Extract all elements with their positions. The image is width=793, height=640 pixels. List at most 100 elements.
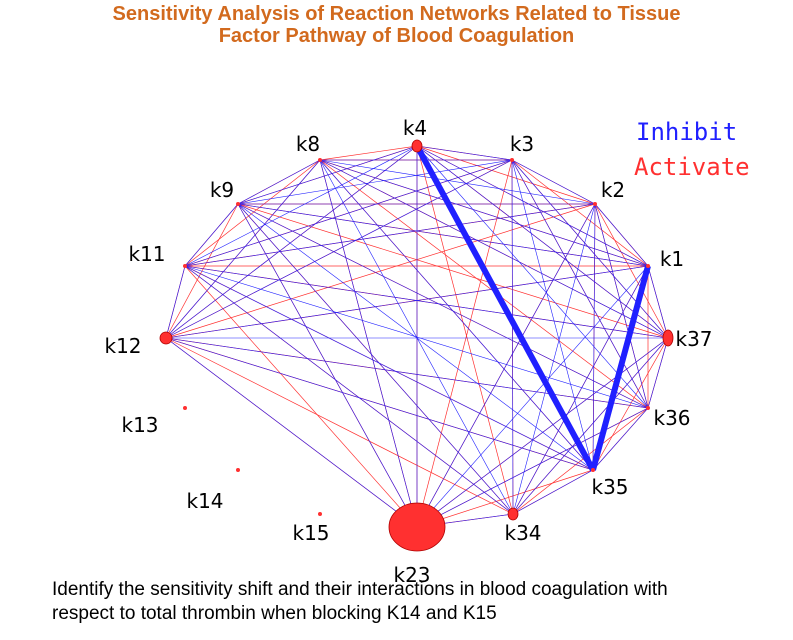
legend-activate: Activate — [634, 153, 750, 181]
inhibit-edge-k36-k9 — [237, 203, 649, 409]
node-k3 — [510, 158, 514, 162]
node-k23 — [388, 502, 446, 552]
activate-edge-k35-k23 — [416, 469, 594, 528]
inhibit-edge-k35-k9 — [237, 203, 594, 471]
inhibit-edge-k12-k11 — [165, 265, 186, 339]
node-label-k23: k23 — [393, 563, 430, 587]
node-k13 — [183, 406, 187, 410]
node-label-k2: k2 — [601, 178, 625, 202]
inhibit-edge-k4-k12 — [165, 145, 418, 339]
activate-edge-k11-k8 — [184, 159, 321, 267]
inhibit-edge-k4-k9 — [237, 145, 418, 205]
inhibit-edge-k34-k11 — [184, 265, 514, 515]
inhibit-edge-k3-k9 — [237, 159, 513, 205]
strong-inhibit-edge-k4-k35 — [414, 144, 596, 472]
activate-edge-k37-k9 — [237, 203, 669, 339]
inhibit-edge-k34-k8 — [319, 159, 514, 515]
node-k34 — [507, 507, 519, 521]
network-nodes — [159, 139, 674, 552]
node-label-k9: k9 — [210, 178, 234, 202]
inhibit-edge-k2-k23 — [416, 203, 596, 528]
node-k9 — [236, 202, 240, 206]
inhibit-edge-k3-k35 — [511, 159, 594, 471]
inhibit-edge-k2-k1 — [594, 203, 649, 267]
activate-edge-k34-k12 — [165, 337, 514, 515]
activate-edge-k4-k34 — [416, 145, 514, 515]
node-label-k34: k34 — [504, 521, 541, 545]
activate-edge-k3-k1 — [511, 159, 649, 267]
chart-title: Sensitivity Analysis of Reaction Network… — [0, 3, 793, 47]
caption-line-2: respect to total thrombin when blocking … — [52, 603, 497, 624]
strong-inhibit-edges — [414, 144, 651, 472]
node-label-k3: k3 — [510, 132, 534, 156]
activate-edge-k2-k37 — [594, 203, 669, 339]
inhibit-edge-k36-k12 — [165, 337, 649, 409]
inhibit-edge-k36-k23 — [416, 407, 649, 528]
node-label-k11: k11 — [128, 242, 165, 266]
inhibit-edge-k3-k37 — [511, 159, 669, 339]
chart-title-line-2: Factor Pathway of Blood Coagulation — [218, 25, 575, 47]
inhibit-edge-k1-k23 — [416, 265, 649, 528]
node-label-k37: k37 — [675, 327, 712, 351]
inhibit-edge-k4-k3 — [416, 145, 513, 161]
chart-title-line-1: Sensitivity Analysis of Reaction Network… — [112, 3, 681, 25]
inhibit-edge-k4-k37 — [416, 145, 669, 339]
inhibit-edge-k1-k8 — [319, 159, 649, 267]
inhibit-edge-k1-k9 — [237, 203, 649, 267]
inhibit-edge-k34-k9 — [237, 203, 514, 515]
node-label-k36: k36 — [653, 406, 690, 430]
activate-edge-k4-k8 — [319, 145, 418, 161]
inhibit-edge-k1-k12 — [165, 265, 649, 339]
node-label-k8: k8 — [296, 132, 320, 156]
inhibit-edge-k3-k36 — [511, 159, 649, 409]
inhibit-edge-k37-k34 — [512, 337, 669, 515]
inhibit-edge-k23-k8 — [319, 159, 418, 528]
node-k2 — [593, 202, 597, 206]
inhibit-edge-k2-k11 — [184, 203, 596, 267]
node-labels: k4 k3 k2 k1 k37 k36 k35 k34 k23 k15 k14 k13 k12 k11 k9… — [104, 116, 712, 587]
node-k15 — [318, 512, 322, 516]
inhibit-edge-k12-k8 — [165, 159, 321, 339]
node-label-k15: k15 — [292, 521, 329, 545]
node-k8 — [318, 158, 322, 162]
inhibit-edge-k4-k11 — [184, 145, 418, 267]
strong-inhibit-edge-k1-k35 — [590, 265, 651, 471]
activate-edge-k37-k35 — [592, 337, 669, 471]
node-k35 — [591, 468, 595, 472]
inhibit-edge-k2-k35 — [592, 203, 596, 471]
node-label-k12: k12 — [104, 334, 141, 358]
activate-edge-k3-k23 — [416, 159, 513, 528]
caption-line-1: Identify the sensitivity shift and their… — [52, 579, 668, 600]
inhibit-edge-k9-k8 — [237, 159, 321, 205]
inhibit-edge-k2-k8 — [319, 159, 596, 205]
inhibit-edge-k37-k36 — [647, 337, 669, 409]
inhibit-edge-k1-k34 — [512, 265, 649, 515]
inhibit-edge-k35-k8 — [319, 159, 594, 471]
node-k4 — [411, 139, 423, 153]
activate-edge-k4-k2 — [416, 145, 596, 205]
node-k12 — [159, 331, 173, 345]
node-label-k14: k14 — [186, 489, 223, 513]
caption: Identify the sensitivity shift and their… — [52, 578, 787, 626]
inhibit-edge-k1-k37 — [647, 265, 669, 339]
activate-edge-k23-k11 — [184, 265, 418, 528]
inhibit-edge-k37-k11 — [184, 265, 669, 339]
inhibit-edge-k3-k11 — [184, 159, 513, 267]
node-k37 — [662, 329, 674, 347]
inhibit-edge-k35-k11 — [184, 265, 594, 471]
inhibit-edge-k23-k9 — [237, 203, 418, 528]
inhibit-edge-k35-k12 — [165, 337, 594, 471]
node-k11 — [183, 264, 187, 268]
node-label-k13: k13 — [121, 413, 158, 437]
inhibit-edge-k4-k36 — [416, 145, 649, 409]
inhibit-edge-k23-k12 — [165, 337, 418, 528]
inhibit-edge-k36-k35 — [592, 407, 649, 471]
inhibit-edge-k3-k12 — [165, 159, 513, 339]
node-label-k35: k35 — [591, 475, 628, 499]
node-k1 — [646, 264, 650, 268]
node-k14 — [236, 468, 240, 472]
inhibit-edge-k4-k1 — [416, 145, 649, 267]
node-label-k4: k4 — [403, 116, 427, 140]
node-label-k1: k1 — [660, 247, 684, 271]
